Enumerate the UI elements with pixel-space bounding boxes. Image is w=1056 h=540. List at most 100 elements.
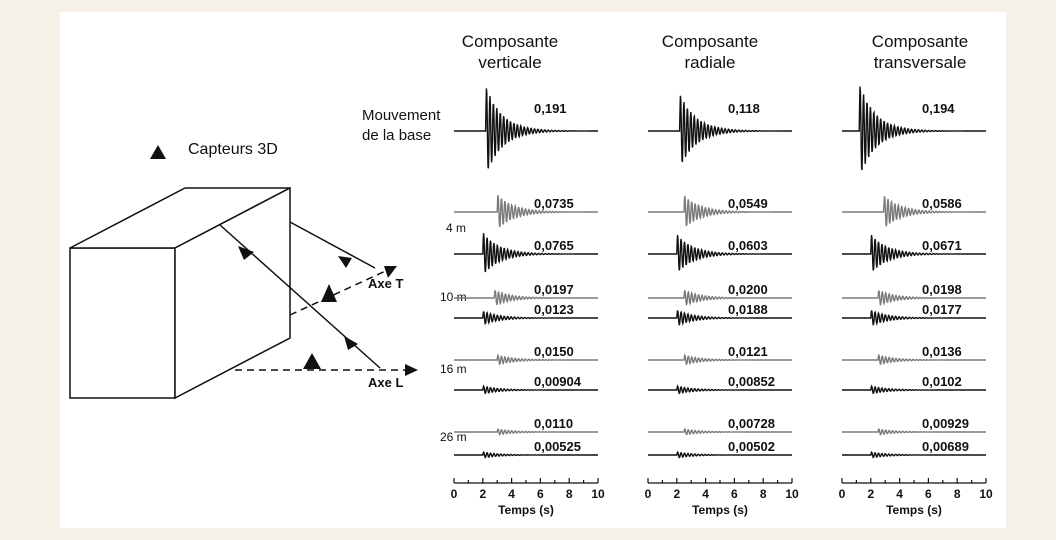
diagonal-line-2	[289, 221, 376, 269]
title-radial-line2: radiale	[684, 53, 736, 72]
peak-vertical-26m-upper: 0,0110	[534, 416, 574, 431]
peak-radial-26m-lower: 0,00502	[728, 439, 775, 454]
level-label-16m: 16 m	[440, 362, 467, 376]
trace-vertical-26m-lower	[454, 450, 598, 459]
base-label-line2: de la base	[362, 127, 432, 144]
trace-vertical-16m-lower	[454, 384, 598, 395]
level-label-26m: 26 m	[440, 430, 467, 444]
peak-radial-10m-lower: 0,0188	[728, 302, 768, 317]
trace-radial-16m-lower	[648, 384, 792, 395]
peak-transverse-4m-upper: 0,0586	[922, 196, 962, 211]
time-axis-title-vertical: Temps (s)	[498, 503, 554, 517]
tick-label-radial-10: 10	[785, 487, 799, 501]
time-axis-title-transverse: Temps (s)	[886, 503, 942, 517]
trace-vertical-26m-upper	[454, 427, 598, 436]
level-label-10m: 10 m	[440, 290, 467, 304]
trace-radial-16m-upper	[648, 353, 792, 366]
trace-transverse-10m-upper	[842, 290, 986, 307]
peak-radial-26m-upper: 0,00728	[728, 416, 775, 431]
peak-vertical-16m-lower: 0,00904	[534, 374, 581, 389]
peak-transverse-4m-lower: 0,0671	[922, 238, 962, 253]
trace-vertical-10m-upper	[454, 290, 598, 306]
peak-transverse-16m-upper: 0,0136	[922, 344, 962, 359]
tick-label-transverse-6: 6	[925, 487, 932, 501]
peak-vertical-16m-upper: 0,0150	[534, 344, 574, 359]
trace-vertical-base	[454, 88, 598, 169]
tick-label-vertical-10: 10	[591, 487, 605, 501]
trace-radial-10m-lower	[648, 310, 792, 327]
axis-L-label: Axe L	[368, 375, 404, 390]
trace-transverse-16m-upper	[842, 353, 986, 366]
trace-transverse-base	[842, 86, 986, 171]
sensor-triangle-side	[321, 284, 337, 302]
axis-T-arrowhead	[384, 266, 397, 278]
trace-vertical-4m-upper	[454, 194, 598, 227]
tick-label-vertical-8: 8	[565, 487, 573, 501]
peak-vertical-10m-lower: 0,0123	[534, 302, 574, 317]
trace-vertical-10m-lower	[454, 311, 598, 326]
legend-label: Capteurs 3D	[188, 141, 278, 158]
tick-label-radial-6: 6	[731, 487, 738, 501]
trace-vertical-16m-upper	[454, 353, 598, 366]
tick-label-vertical-4: 4	[508, 487, 515, 501]
peak-radial-16m-upper: 0,0121	[728, 344, 768, 359]
trace-transverse-26m-upper	[842, 427, 986, 436]
peak-vertical-26m-lower: 0,00525	[534, 439, 581, 454]
diagonal-arrow-2	[344, 336, 358, 350]
peak-transverse-26m-upper: 0,00929	[922, 416, 969, 431]
tick-label-radial-0: 0	[644, 487, 652, 501]
peak-vertical-4m-lower: 0,0765	[534, 238, 574, 253]
trace-radial-4m-lower	[648, 235, 792, 271]
trace-radial-26m-lower	[648, 450, 792, 459]
tick-label-radial-4: 4	[702, 487, 709, 501]
diagonal-arrow-1	[238, 246, 254, 260]
time-axis-title-radial: Temps (s)	[692, 503, 748, 517]
diagonal-arrow-3	[338, 256, 352, 268]
peak-radial-16m-lower: 0,00852	[728, 374, 775, 389]
trace-transverse-26m-lower	[842, 450, 986, 459]
tick-label-transverse-0: 0	[838, 487, 846, 501]
sensor-triangle-bottom	[303, 353, 321, 369]
base-label-line1: Mouvement	[362, 107, 441, 124]
peak-transverse-16m-lower: 0,0102	[922, 374, 962, 389]
legend-sensor-triangle	[150, 145, 166, 159]
tick-label-radial-2: 2	[673, 487, 681, 501]
peak-radial-4m-lower: 0,0603	[728, 238, 768, 253]
peak-transverse-10m-upper: 0,0198	[922, 282, 962, 297]
trace-transverse-4m-lower	[842, 235, 986, 271]
trace-transverse-4m-upper	[842, 196, 986, 227]
trace-transverse-10m-lower	[842, 310, 986, 327]
level-label-4m: 4 m	[446, 221, 467, 235]
title-radial-line1: Composante	[661, 32, 759, 51]
peak-radial-4m-upper: 0,0549	[728, 196, 768, 211]
trace-transverse-16m-lower	[842, 384, 986, 395]
peak-vertical-10m-upper: 0,0197	[534, 282, 574, 297]
title-vertical-line1: Composante	[461, 32, 559, 51]
tick-label-transverse-2: 2	[867, 487, 875, 501]
trace-vertical-4m-lower	[454, 233, 598, 273]
peak-radial-base: 0,118	[728, 101, 760, 116]
peak-vertical-4m-upper: 0,0735	[534, 196, 574, 211]
trace-radial-base	[648, 95, 792, 163]
box-side-face	[174, 186, 291, 400]
trace-radial-26m-upper	[648, 427, 792, 436]
tick-label-radial-8: 8	[759, 487, 767, 501]
peak-transverse-26m-lower: 0,00689	[922, 439, 969, 454]
tick-label-vertical-6: 6	[537, 487, 544, 501]
axis-T-dashed	[289, 267, 393, 316]
title-transverse: Composante transversale	[840, 31, 1000, 73]
peak-vertical-base: 0,191	[534, 101, 567, 116]
peak-transverse-base: 0,194	[922, 101, 955, 116]
tick-label-vertical-2: 2	[479, 487, 487, 501]
trace-radial-4m-upper	[648, 195, 792, 227]
trace-radial-10m-upper	[648, 290, 792, 307]
peak-radial-10m-upper: 0,0200	[728, 282, 768, 297]
tick-label-transverse-10: 10	[979, 487, 993, 501]
tick-label-transverse-8: 8	[953, 487, 961, 501]
axis-T-label: Axe T	[368, 276, 404, 291]
tick-label-vertical-0: 0	[450, 487, 458, 501]
axis-L-arrowhead	[405, 364, 418, 376]
